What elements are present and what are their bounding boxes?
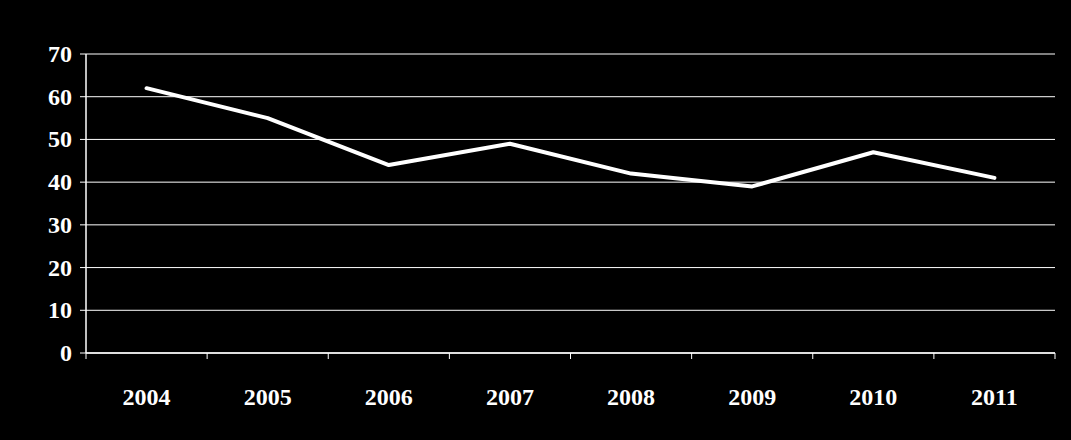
x-tick-label: 2005: [244, 384, 292, 410]
y-tick-label: 0: [60, 340, 72, 366]
x-tick: [86, 353, 87, 359]
y-tick: [80, 182, 86, 183]
x-tick: [1055, 353, 1056, 359]
plot-area: [147, 88, 995, 186]
x-tick: [933, 353, 934, 359]
y-tick: [80, 353, 86, 354]
y-tick: [80, 54, 86, 55]
grid-line: [86, 54, 1055, 55]
grid-line: [86, 182, 1055, 183]
y-tick-label: 70: [48, 41, 72, 67]
x-tick-label: 2007: [486, 384, 534, 410]
x-tick-label: 2006: [365, 384, 413, 410]
x-tick-label: 2008: [607, 384, 655, 410]
data-line: [147, 88, 995, 186]
y-tick: [80, 267, 86, 268]
y-tick: [80, 224, 86, 225]
y-tick-label: 60: [48, 84, 72, 110]
grid-line: [86, 139, 1055, 140]
y-tick-label: 40: [48, 169, 72, 195]
x-tick: [328, 353, 329, 359]
y-tick: [80, 96, 86, 97]
y-tick-label: 50: [48, 126, 72, 152]
x-tick-label: 2004: [123, 384, 171, 410]
x-tick: [812, 353, 813, 359]
grid-line: [86, 310, 1055, 311]
y-tick-label: 30: [48, 212, 72, 238]
y-tick: [80, 310, 86, 311]
grid-line: [86, 224, 1055, 225]
x-tick-label: 2009: [728, 384, 776, 410]
y-tick-label: 20: [48, 255, 72, 281]
x-tick: [570, 353, 571, 359]
grid-line: [86, 267, 1055, 268]
x-tick-label: 2010: [849, 384, 897, 410]
x-tick-label: 2011: [971, 384, 1018, 410]
grid-line: [86, 96, 1055, 97]
background: [0, 0, 1071, 440]
x-tick: [207, 353, 208, 359]
chart: 0 10 20 30 40 50 60 70 2004 2005 2006 2007 2008 2009 2…: [0, 0, 1071, 440]
y-axis: [85, 54, 87, 353]
x-tick: [691, 353, 692, 359]
x-tick: [449, 353, 450, 359]
y-tick-label: 10: [48, 297, 72, 323]
y-tick: [80, 139, 86, 140]
